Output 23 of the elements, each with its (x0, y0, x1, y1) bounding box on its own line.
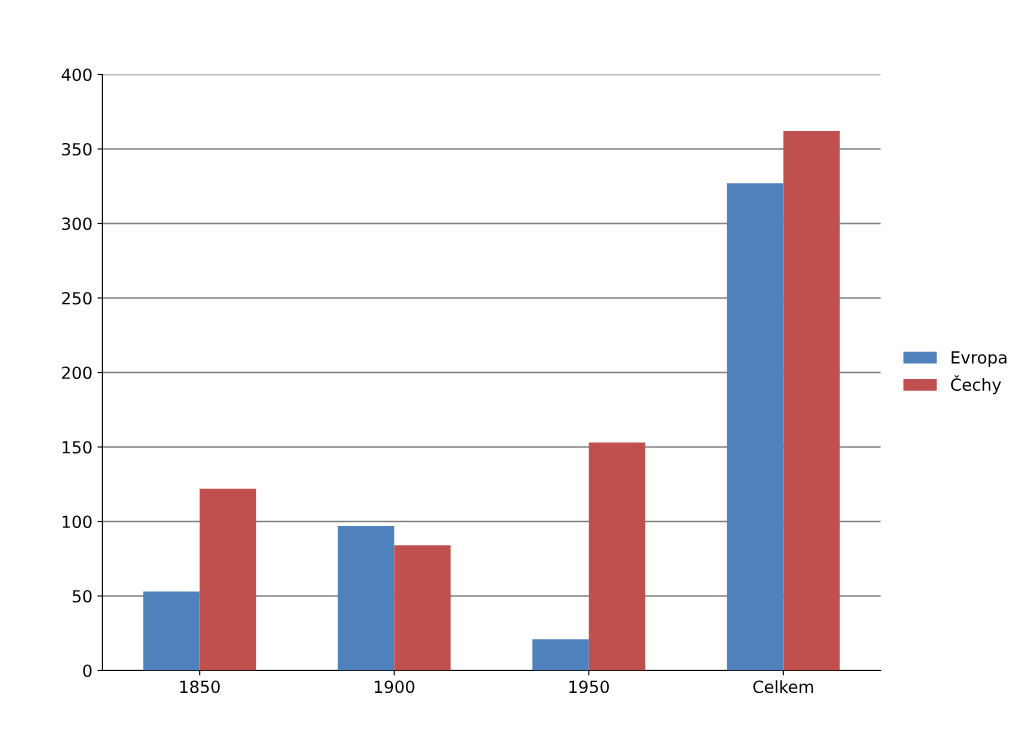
y-tick-label: 250 (62, 291, 92, 305)
x-tick-label: 1950 (569, 680, 609, 694)
y-tick-label: 50 (72, 589, 92, 603)
legend-label: Čechy (951, 375, 1002, 395)
y-tick-label: 300 (62, 217, 92, 231)
y-tick-label: 150 (62, 440, 92, 454)
bar (588, 442, 646, 671)
bar (337, 525, 395, 671)
y-tick-label: 400 (61, 68, 92, 82)
bar (394, 545, 451, 671)
bar (783, 131, 840, 671)
bar (199, 488, 257, 671)
bar (726, 183, 784, 671)
bar (143, 591, 200, 671)
bar (532, 639, 589, 671)
y-tick-label: 200 (62, 366, 92, 380)
legend-label: Evropa (951, 351, 1007, 367)
y-tick-label: 100 (62, 515, 92, 529)
x-tick-label: 1850 (180, 680, 220, 694)
y-tick-label: 350 (62, 142, 92, 156)
x-tick-label: Celkem (753, 680, 813, 694)
y-tick-label: 0 (83, 664, 92, 678)
x-tick-label: 1900 (374, 680, 415, 694)
